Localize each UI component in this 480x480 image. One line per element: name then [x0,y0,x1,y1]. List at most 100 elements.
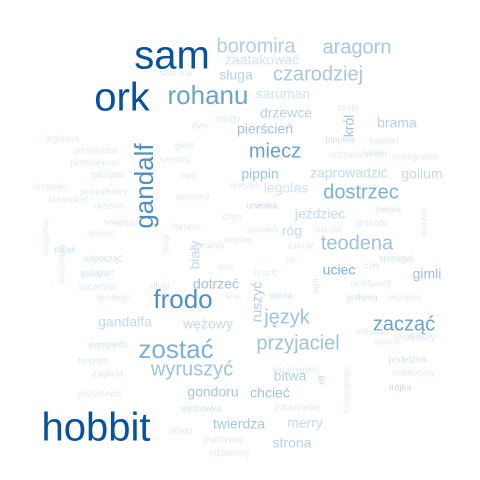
word-mordoru: mordoru [388,292,422,302]
word-sciezka: ścieżka [230,180,260,190]
word-miego: miego [216,113,241,123]
word-stolica: stolica [374,336,400,346]
word-elf: elf [316,375,326,385]
word-drzewiec: drzewiec [33,181,69,191]
word-jezyk: język [263,306,311,328]
word-ostateczny: ostateczny [392,367,436,377]
word-dlugi: długi [150,280,169,290]
word-pierscien: pierścień [237,121,293,137]
word-swoim: swoim [103,216,129,226]
word-zaatakowac: zaatakować [225,52,299,68]
word-strona: strona [273,435,312,451]
word-krol: król [341,115,357,138]
word-zostac: zostać [138,334,213,364]
word-teodena: teodena [321,232,394,254]
word-uciec: uciec [323,262,356,278]
word-pippina: pippina [325,134,354,144]
word-przemierzac: przemierzać [70,157,120,167]
word-gondoru: gondoru [187,384,238,400]
word-gimliego: gimliego [97,292,131,302]
word-golluma: golluma [346,292,378,302]
word-wieza: wieża [268,290,292,300]
word-helmowego: helmowego [341,367,351,413]
word-frodo: frodo [153,284,212,314]
word-smialek: smiałek [248,224,279,234]
word-czarodziej: czarodziej [273,63,363,85]
word-entowy: entowy [356,326,385,336]
word-grod: gród [175,140,193,150]
word-pozostawic: pozostawić [78,388,123,398]
word-aragorn: aragorn [323,36,392,58]
word-podroznik: podróżnik [388,354,428,364]
word-bitwa: bitwa [274,368,307,384]
word-aragorna: aragorna [40,220,50,256]
word-rumair: rumair [113,218,139,228]
word-zaczac: zacząć [373,313,435,335]
word-pajak: pająk [54,244,76,254]
word-ork: ork [94,76,151,120]
word-gamgee: gamgee [91,169,124,179]
word-miecz: miecz [249,140,301,162]
word-rohanu: rohanu [168,80,249,110]
word-gimli: gimli [413,266,442,282]
word-legolasa: legolasa [45,133,79,143]
word-sauruna: sauruna [160,67,193,77]
word-jezdziec: jeździec [294,206,346,222]
word-isengardu: isengardu [88,339,128,349]
word-rzucic: rzucić [254,267,278,277]
word-odpoczac: odpocząć [84,253,123,263]
word-zdradziecki: zdradziecki [274,402,319,412]
word-smeagol: smeagol [379,253,413,263]
word-odzwierny: odźwierny [210,447,251,457]
word-wojsko: wojsko [223,234,252,244]
word-odzyskac: odzyskać [329,149,367,159]
word-czas: czas [223,211,242,221]
word-zaglada: zagłada [92,368,124,378]
word-wtem: wtem [364,148,387,158]
word-poczatkowy: początkowy [80,186,128,196]
word-dotrzec: dotrzeć [193,276,239,292]
word-kapitan: kapitan [369,135,398,145]
word-caly: cały [364,260,381,270]
word-gollum: gollum [401,166,442,182]
word-sarumanem: sarumanem [272,364,320,374]
word-brama: brama [377,115,417,131]
word-wyruszyc: wyruszyć [150,358,233,380]
word-przewodca: przewodca [73,145,117,155]
word-droga: droga [169,425,192,435]
word-urwiska: urwiska [247,200,278,210]
word-twierdza: twierdza [213,416,265,432]
word-czele: czele [337,102,358,112]
word-pippin: pippin [241,166,278,182]
word-kon: koń [226,291,241,301]
word-dotrwarz: dotrwarz [191,240,226,250]
word-ruszyc: ruszyć [249,282,265,322]
word-pokazac: pokazać [80,267,114,277]
word-wezowy: wężowy [182,316,233,332]
word-bialy: biały [187,241,203,270]
word-legolas: legolas [264,180,308,196]
word-gniazdo: gniazdo [356,217,388,227]
word-faramir: faramir [173,221,201,231]
word-sluga: sługa [219,67,253,83]
word-przyjaciel: przyjaciel [256,332,339,354]
word-noc: noc [182,170,197,180]
word-drugi: drugi [160,234,170,254]
word-jar: jar [285,254,296,264]
word-gandalf: gandalf [129,143,159,229]
word-sam: sam [134,34,210,78]
word-drzewo: drzewo [94,200,123,210]
word-teoden: teoden [81,269,109,279]
word-mozliwosc: możliwość [350,278,392,288]
word-dym: dym [191,120,208,130]
word-przyjaciol: przyjaciół [394,330,432,340]
word-okazac: okazać [418,207,428,236]
word-sarumana: sarumana [56,244,66,284]
word-umrzec: umrzeć [313,224,343,234]
word-smierc: śmierć [89,228,116,238]
word-znajdywac: znajdywać [202,434,245,444]
word-fangorn: fangorn [78,355,109,365]
word-wszyscy: wszyscy [175,191,210,201]
word-saruman: saruman [256,86,310,102]
